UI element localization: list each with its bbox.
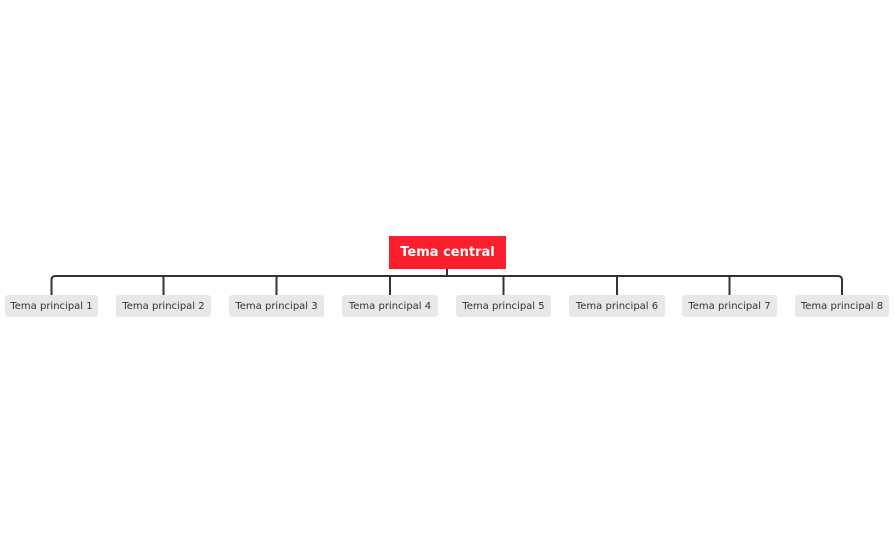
- central-topic[interactable]: Tema central: [389, 236, 506, 269]
- main-topic-2[interactable]: Tema principal 2: [116, 295, 211, 317]
- main-topic-5[interactable]: Tema principal 5: [456, 295, 551, 317]
- branch-line: [50, 275, 843, 295]
- main-topic-4[interactable]: Tema principal 4: [342, 295, 438, 317]
- main-topic-6[interactable]: Tema principal 6: [569, 295, 665, 317]
- main-topic-3[interactable]: Tema principal 3: [229, 295, 324, 317]
- main-topic-7[interactable]: Tema principal 7: [682, 295, 777, 317]
- main-topic-8[interactable]: Tema principal 8: [795, 295, 889, 317]
- main-topic-1[interactable]: Tema principal 1: [5, 295, 98, 317]
